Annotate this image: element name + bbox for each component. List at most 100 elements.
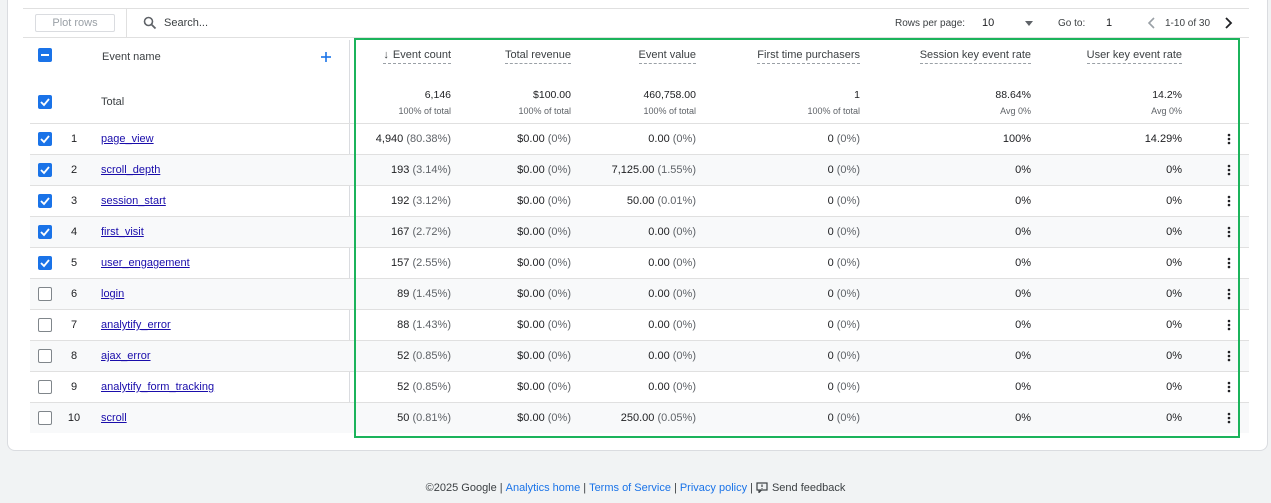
chevron-right-icon[interactable] [1223,16,1233,30]
event-name-link[interactable]: scroll_depth [101,164,161,176]
header-first-time-purchasers[interactable]: First time purchasers [757,49,860,64]
cell-value: 0% [1166,381,1182,393]
cell-first-time-purchasers: 0 (0%) [828,412,860,424]
cell-event-value: 0.00 (0%) [648,226,696,238]
cell-total-revenue: $0.00 (0%) [517,319,571,331]
cell-session-key-event-rate: 0% [1015,319,1031,331]
more-vert-icon[interactable] [1227,412,1231,424]
terms-link[interactable]: Terms of Service [589,482,671,494]
cell-value: 0.00 [648,257,670,269]
cell-percent: (0%) [547,412,571,424]
more-vert-icon[interactable] [1227,257,1231,269]
cell-percent: (0%) [547,164,571,176]
cell-value: 0 [827,381,834,393]
row-checkbox[interactable] [38,163,52,177]
event-name-link[interactable]: analytify_error [101,319,171,331]
cell-session-key-event-rate: 0% [1015,288,1031,300]
more-vert-icon[interactable] [1227,164,1231,176]
event-name-link[interactable]: user_engagement [101,257,190,269]
cell-percent: (0%) [547,133,571,145]
event-name-link[interactable]: session_start [101,195,166,207]
cell-value: 7,125.00 [611,164,655,176]
cell-percent: (0.85%) [412,350,451,362]
cell-value: 89 [397,288,410,300]
cell-user-key-event-rate: 0% [1166,319,1182,331]
cell-session-key-event-rate: 0% [1015,164,1031,176]
more-vert-icon[interactable] [1227,133,1231,145]
event-name-link[interactable]: first_visit [101,226,144,238]
cell-value: 167 [391,226,410,238]
cell-total-revenue: $0.00 (0%) [517,381,571,393]
cell-value: $0.00 [517,195,545,207]
cell-event-count: 4,940 (80.38%) [376,133,451,145]
more-vert-icon[interactable] [1227,195,1231,207]
cell-value: 192 [391,195,410,207]
row-checkbox[interactable] [38,194,52,208]
total-checkbox[interactable] [38,95,52,109]
privacy-link[interactable]: Privacy policy [679,482,748,494]
event-name-link[interactable]: login [101,288,125,300]
row-checkbox[interactable] [38,225,52,239]
header-total-revenue[interactable]: Total revenue [504,49,571,64]
analytics-home-link[interactable]: Analytics home [505,482,581,494]
row-checkbox[interactable] [38,318,52,332]
more-vert-icon[interactable] [1227,288,1231,300]
event-name-link[interactable]: page_view [101,133,154,145]
select-all-checkbox[interactable] [38,48,52,62]
check-icon [40,98,50,107]
cell-first-time-purchasers: 0 (0%) [828,288,860,300]
cell-percent: (0%) [836,288,860,300]
search-input[interactable] [164,14,364,32]
cell-event-value: 7,125.00 (1.55%) [612,164,696,176]
plot-rows-button[interactable]: Plot rows [35,14,115,32]
cell-percent: (0%) [547,350,571,362]
row-checkbox[interactable] [38,132,52,146]
cell-event-count: 157 (2.55%) [391,257,451,269]
event-name-link[interactable]: analytify_form_tracking [101,381,215,393]
cell-value: 0.00 [648,133,670,145]
cell-value: 0% [1015,195,1031,207]
cell-percent: (0.05%) [657,412,696,424]
row-checkbox[interactable] [38,256,52,270]
cell-percent: (0%) [836,381,860,393]
header-user-key-event-rate[interactable]: User key event rate [1086,49,1182,64]
cell-percent: (0%) [836,257,860,269]
header-event-count[interactable]: ↓ Event count [383,49,451,64]
cell-value: 88 [397,319,410,331]
row-checkbox[interactable] [38,411,52,425]
row-index: 2 [70,164,78,176]
cell-value: 0.00 [648,288,670,300]
header-session-key-event-rate[interactable]: Session key event rate [919,49,1031,64]
more-vert-icon[interactable] [1227,381,1231,393]
event-name-header[interactable]: Event name [102,51,161,63]
more-vert-icon[interactable] [1227,226,1231,238]
table-row: 10 scroll 50 (0.81%) $0.00 (0%) 250.00 (0.05… [30,402,1249,433]
rows-per-page-label: Rows per page: [895,18,966,29]
row-checkbox[interactable] [38,349,52,363]
send-feedback-button[interactable]: Send feedback [756,482,845,494]
rows-per-page-select[interactable]: 10 [982,17,995,29]
cell-value: $0.00 [517,133,545,145]
cell-session-key-event-rate: 0% [1015,257,1031,269]
cell-total-revenue: $0.00 (0%) [517,164,571,176]
page-footer: ©2025 Google | Analytics home | Terms of Ser… [425,482,846,494]
cell-event-count: 88 (1.43%) [397,319,451,331]
add-dimension-icon[interactable] [320,51,332,63]
more-vert-icon[interactable] [1227,350,1231,362]
cell-total-revenue: $0.00 (0%) [517,226,571,238]
cell-percent: (0%) [672,257,696,269]
cell-first-time-purchasers: 0 (0%) [828,257,860,269]
row-checkbox[interactable] [38,380,52,394]
cell-percent: (3.12%) [412,195,451,207]
cell-value: 0 [827,257,834,269]
event-name-link[interactable]: scroll [101,412,127,424]
cell-percent: (0.01%) [657,195,696,207]
more-vert-icon[interactable] [1227,319,1231,331]
row-checkbox[interactable] [38,287,52,301]
header-event-value[interactable]: Event value [638,49,696,64]
goto-page-input[interactable]: 1 [1106,17,1113,29]
chevron-down-icon[interactable] [1025,21,1033,26]
event-name-link[interactable]: ajax_error [101,350,151,362]
total-first-time-purchasers-sub: 100% of total [807,106,860,116]
chevron-left-icon[interactable] [1147,16,1157,30]
